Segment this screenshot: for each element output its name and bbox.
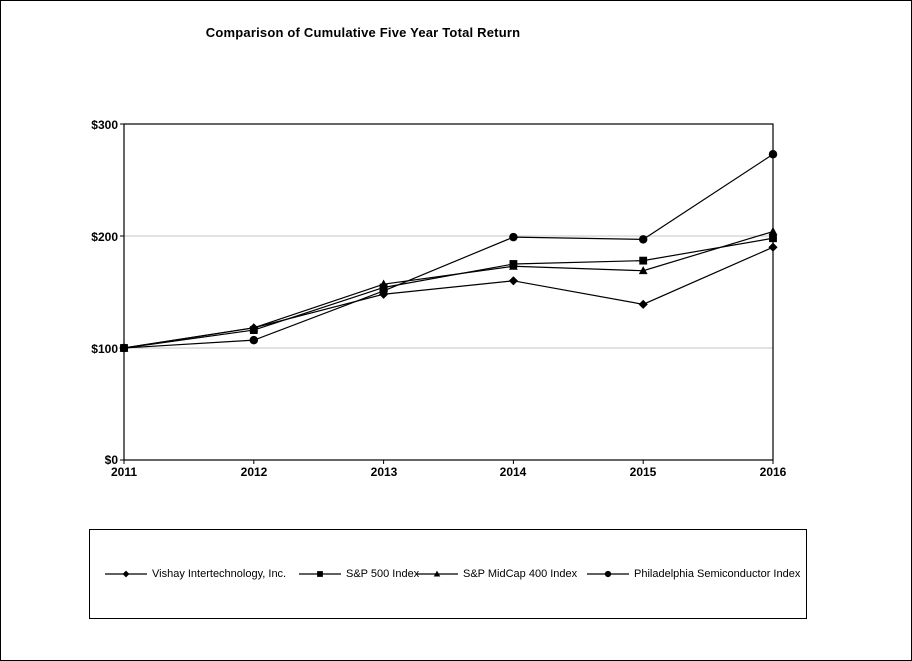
square-marker-icon <box>299 571 341 577</box>
triangle-marker-icon <box>416 570 458 577</box>
x-axis-tick-label: 2015 <box>629 465 657 479</box>
legend-item: Philadelphia Semiconductor Index <box>587 530 800 618</box>
legend-label: Philadelphia Semiconductor Index <box>634 568 801 580</box>
diamond-marker-icon <box>105 570 147 578</box>
legend-label: S&P MidCap 400 Index <box>463 568 578 580</box>
x-axis-tick-label: 2012 <box>240 465 268 479</box>
y-axis-tick-label: $0 <box>104 453 118 467</box>
x-axis-tick-label: 2013 <box>370 465 398 479</box>
legend-item: S&P MidCap 400 Index <box>416 530 577 618</box>
legend-item: Vishay Intertechnology, Inc. <box>105 530 286 618</box>
legend-label: S&P 500 Index <box>346 568 420 580</box>
y-axis-tick-label: $300 <box>91 118 118 132</box>
legend: Vishay Intertechnology, Inc. S&P 500 Ind… <box>89 529 807 619</box>
y-axis-tick-label: $100 <box>91 342 118 356</box>
legend-item: S&P 500 Index <box>299 530 419 618</box>
x-axis-tick-label: 2014 <box>499 465 527 479</box>
y-axis-tick-label: $200 <box>91 230 118 244</box>
x-axis-tick-label: 2016 <box>759 465 787 479</box>
chart-title: Comparison of Cumulative Five Year Total… <box>205 25 521 40</box>
circle-marker-icon <box>587 570 629 578</box>
x-axis-tick-label: 2011 <box>110 465 138 479</box>
legend-label: Vishay Intertechnology, Inc. <box>152 568 287 580</box>
